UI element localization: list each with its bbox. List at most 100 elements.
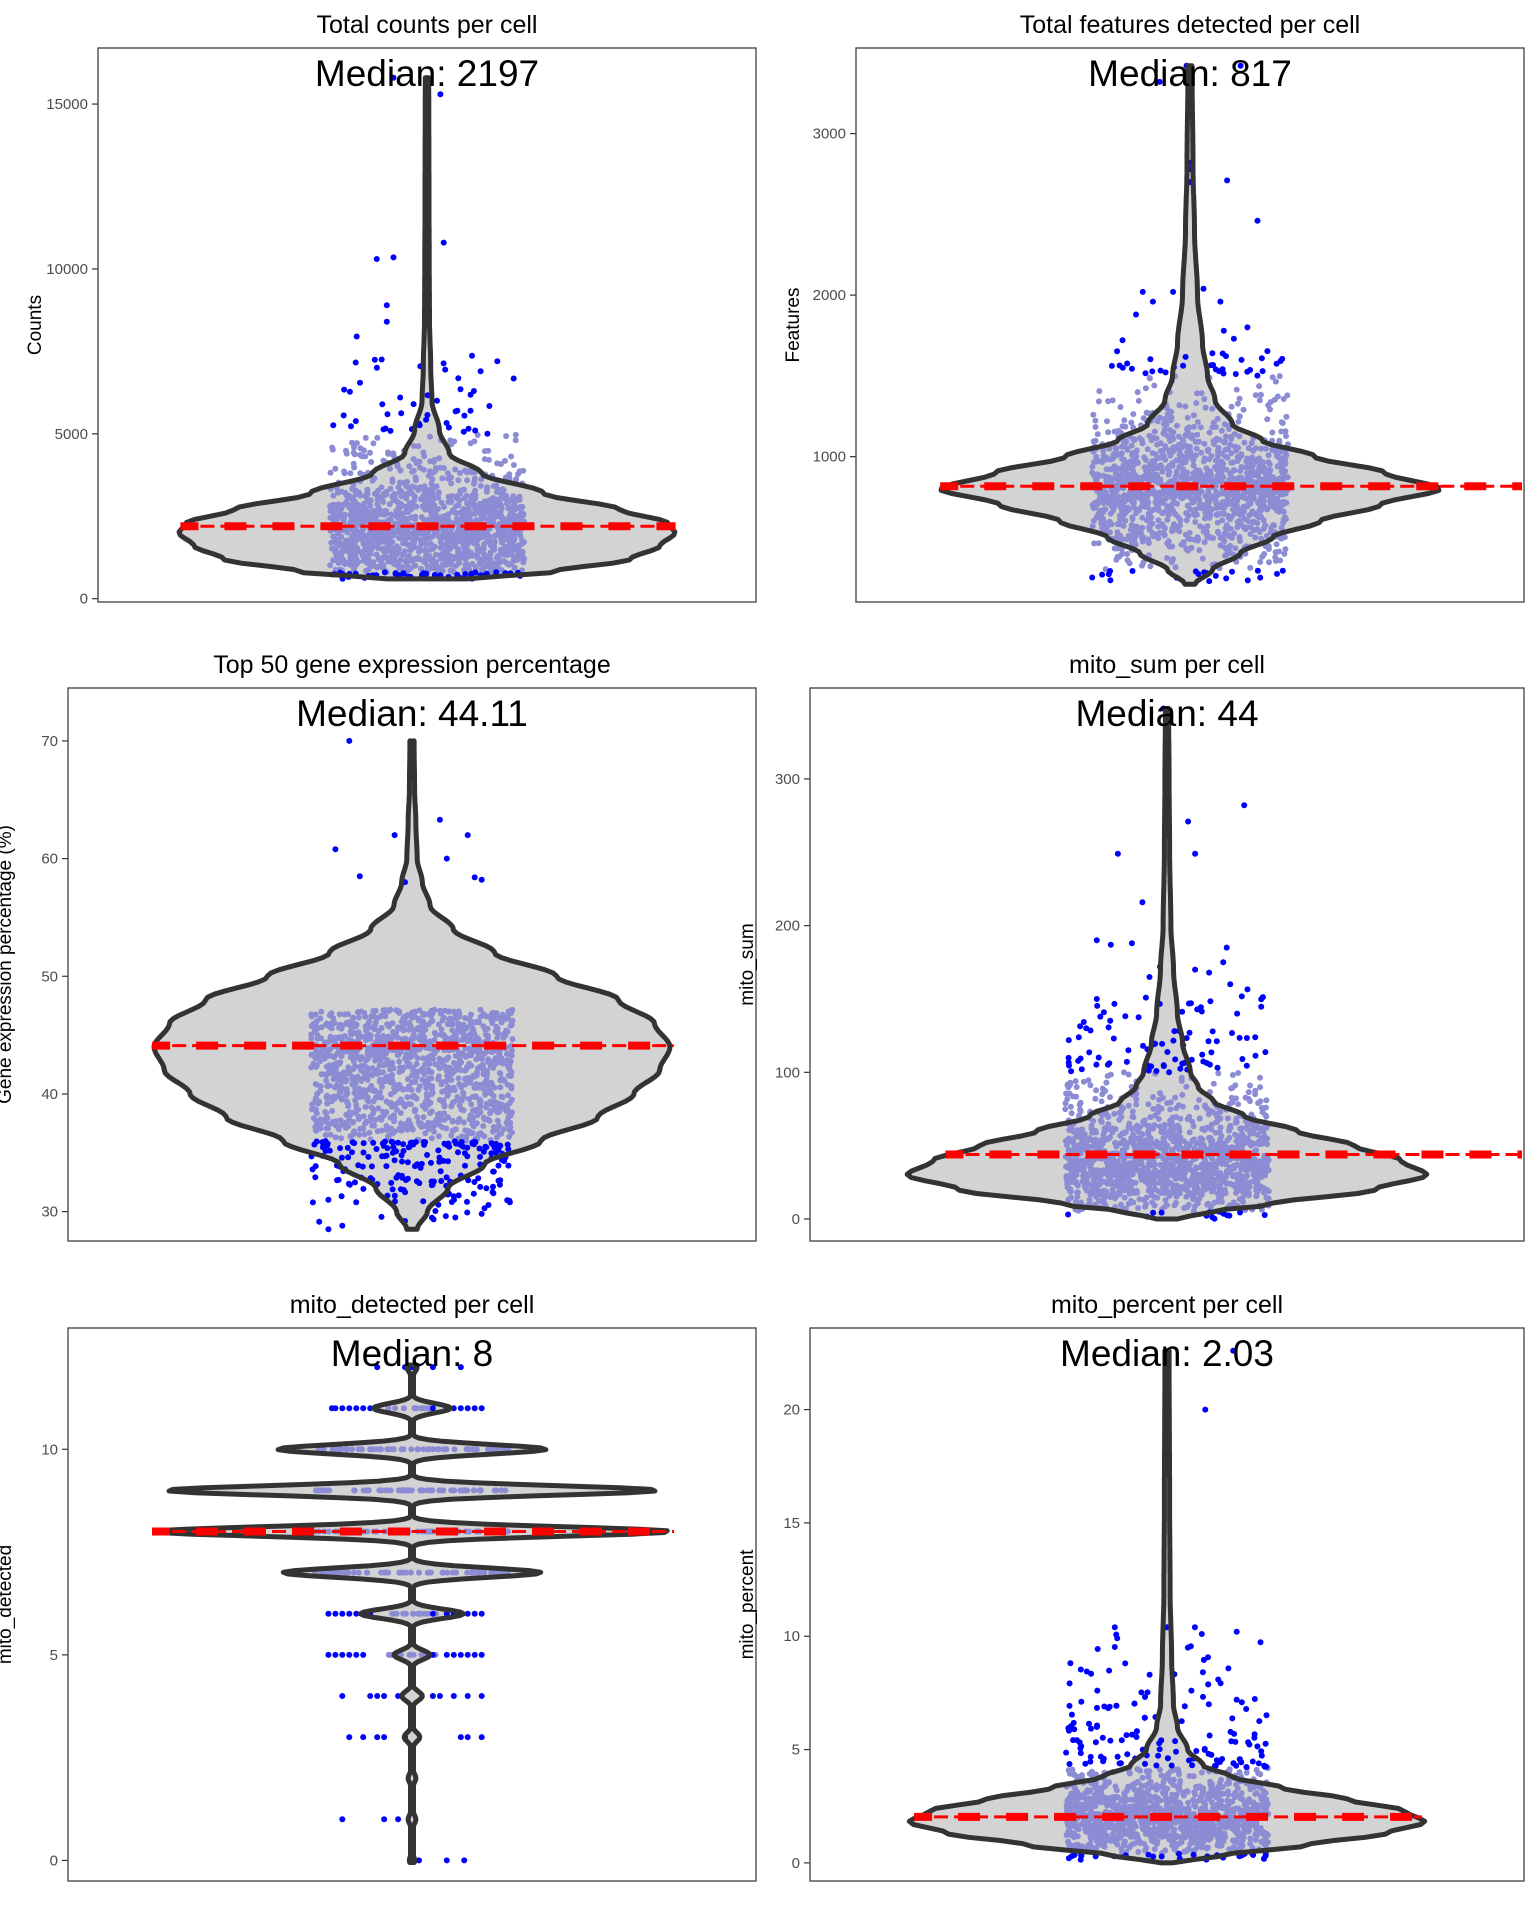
inlier-point [362, 434, 369, 441]
inlier-point [1128, 419, 1135, 426]
inlier-point [462, 1075, 468, 1082]
outlier-point [443, 855, 450, 862]
inlier-point [507, 1110, 514, 1117]
violin-outline [151, 738, 673, 1232]
outlier-point [455, 1192, 462, 1199]
inlier-point [1278, 419, 1285, 426]
inlier-point [462, 561, 469, 568]
inlier-point [465, 506, 472, 513]
outlier-point [384, 411, 391, 418]
inlier-point [1153, 435, 1160, 442]
inlier-point [355, 1035, 362, 1042]
inlier-point [341, 1074, 347, 1081]
inlier-point [487, 556, 494, 563]
inlier-point [340, 1048, 347, 1055]
inlier-point [356, 1131, 363, 1138]
inlier-point [1121, 417, 1128, 424]
inlier-point [347, 550, 354, 557]
inlier-point [493, 1023, 500, 1030]
inlier-point [462, 1015, 469, 1021]
outlier-point [1220, 327, 1227, 334]
outlier-point [383, 318, 390, 325]
inlier-point [507, 1058, 514, 1065]
inlier-point [1130, 467, 1136, 474]
inlier-point [449, 1117, 456, 1124]
inlier-point [1192, 438, 1199, 445]
outlier-point [368, 1163, 375, 1170]
inlier-point [406, 463, 413, 470]
inlier-point [467, 516, 473, 523]
inlier-point [1198, 390, 1205, 397]
inlier-point [1212, 493, 1219, 500]
outlier-point [420, 1198, 427, 1205]
inlier-point [435, 1121, 442, 1128]
inlier-point [1281, 550, 1288, 557]
outlier-point [380, 426, 387, 433]
inlier-point [1134, 389, 1141, 396]
inlier-point [1228, 436, 1235, 442]
outlier-point [344, 1144, 351, 1151]
inlier-point [368, 459, 375, 465]
inlier-point [1124, 551, 1131, 557]
outlier-point [467, 407, 474, 414]
inlier-point [1193, 400, 1200, 407]
inlier-point [1139, 440, 1146, 447]
inlier-point [1231, 530, 1237, 537]
inlier-point [1277, 448, 1284, 455]
inlier-point [382, 1013, 389, 1020]
inlier-point [1139, 562, 1145, 569]
outlier-point [469, 352, 475, 359]
inlier-point [347, 1018, 354, 1025]
inlier-point [1169, 543, 1176, 550]
inlier-point [1274, 463, 1281, 470]
inlier-point [432, 551, 439, 558]
inlier-point [494, 1108, 501, 1115]
inlier-point [366, 531, 373, 538]
inlier-point [1119, 536, 1126, 543]
inlier-point [1159, 510, 1166, 517]
violin-outline [176, 75, 678, 582]
inlier-point [436, 1110, 443, 1117]
outlier-point [355, 1162, 362, 1169]
inlier-point [328, 539, 335, 546]
inlier-point [474, 432, 481, 438]
inlier-point [507, 1010, 514, 1017]
inlier-point [467, 1079, 474, 1086]
inlier-point [1150, 477, 1157, 484]
outlier-point [1244, 368, 1251, 375]
inlier-point [1202, 493, 1209, 500]
inlier-point [417, 464, 423, 471]
y-tick-label: 15000 [46, 96, 88, 113]
inlier-point [350, 1058, 357, 1065]
inlier-point [378, 1127, 385, 1134]
inlier-point [370, 1098, 377, 1105]
inlier-point [339, 1095, 345, 1102]
inlier-point [435, 1021, 442, 1028]
inlier-point [499, 539, 505, 546]
inlier-point [1281, 534, 1288, 541]
outlier-point [1099, 571, 1106, 578]
inlier-point [407, 486, 414, 493]
inlier-point [318, 1024, 325, 1031]
outlier-point [432, 1208, 439, 1214]
outlier-point [442, 366, 449, 373]
inlier-point [1146, 374, 1153, 381]
inlier-point [1215, 472, 1222, 479]
inlier-point [356, 490, 363, 497]
inlier-point [489, 1020, 496, 1027]
outlier-point [360, 1149, 367, 1156]
inlier-point [1114, 521, 1121, 527]
inlier-point [1091, 459, 1097, 466]
outlier-point [400, 570, 407, 577]
inlier-point [443, 534, 450, 541]
inlier-point [1114, 535, 1121, 542]
inlier-point [1223, 466, 1230, 473]
inlier-point [385, 1033, 392, 1040]
inlier-point [1192, 519, 1199, 525]
inlier-point [1167, 452, 1174, 459]
inlier-point [1265, 1195, 1272, 1202]
inlier-point [1196, 547, 1203, 554]
inlier-point [419, 496, 426, 503]
inlier-point [1166, 468, 1173, 475]
inlier-point [1254, 1131, 1261, 1138]
